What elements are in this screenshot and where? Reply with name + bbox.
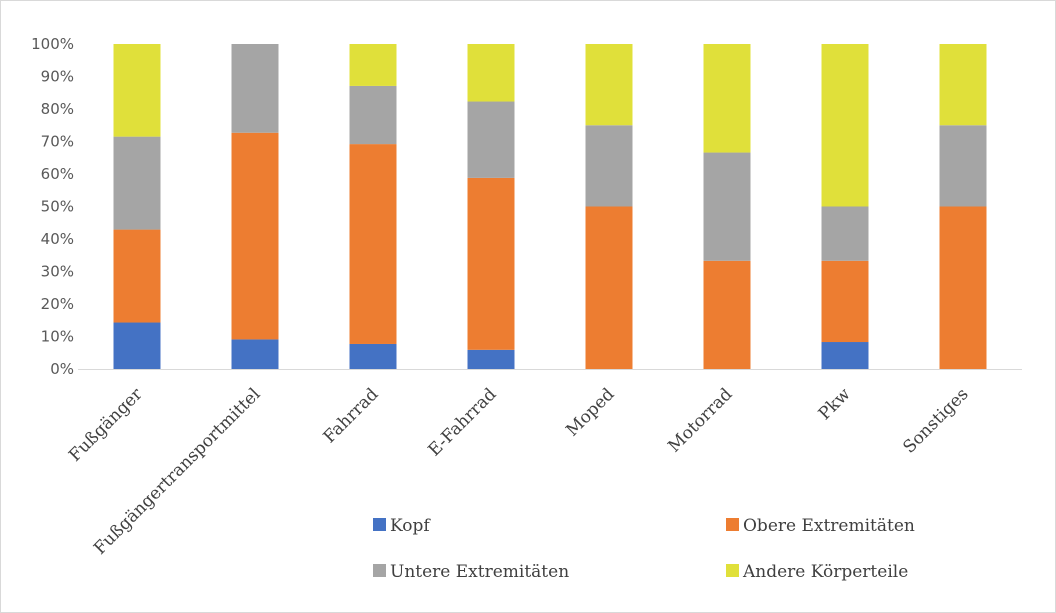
legend-swatch — [726, 564, 739, 577]
bar-segment — [585, 206, 633, 369]
x-category-label: Fahrrad — [320, 384, 383, 447]
bar-segment — [467, 44, 515, 102]
legend-label: Untere Extremitäten — [390, 562, 569, 582]
x-category-label: Sonstiges — [899, 384, 972, 457]
bars — [113, 44, 987, 369]
bar-segment — [585, 125, 633, 207]
legend-label: Andere Körperteile — [742, 562, 908, 582]
y-tick-label: 70% — [41, 133, 74, 151]
bar-segment — [939, 206, 987, 369]
bar-segment — [231, 132, 279, 340]
y-tick-label: 0% — [50, 360, 74, 378]
bar-segment — [349, 144, 397, 344]
bar-segment — [349, 85, 397, 145]
bar-segment — [467, 101, 515, 178]
legend-label: Obere Extremitäten — [743, 516, 915, 536]
bar-segment — [349, 44, 397, 86]
bar-segment — [113, 322, 161, 369]
bar-segment — [585, 44, 633, 126]
y-tick-label: 80% — [41, 100, 74, 118]
legend-label: Kopf — [390, 516, 431, 536]
y-tick-label: 50% — [41, 198, 74, 216]
legend-swatch — [726, 518, 739, 531]
legend-swatch — [373, 518, 386, 531]
y-tick-label: 100% — [31, 35, 74, 53]
bar-segment — [703, 260, 751, 369]
bar-segment — [821, 44, 869, 207]
bar-segment — [467, 349, 515, 369]
y-tick-label: 20% — [41, 295, 74, 313]
bar-segment — [231, 44, 279, 133]
y-tick-label: 90% — [41, 68, 74, 86]
bar-segment — [113, 136, 161, 230]
y-tick-label: 30% — [41, 263, 74, 281]
y-tick-label: 60% — [41, 165, 74, 183]
y-axis-ticks: 0% 10% 20% 30% 40% 50% 60% 70% 80% 90% 100% — [31, 35, 74, 378]
x-category-label: Pkw — [815, 384, 855, 424]
x-category-label: E-Fahrrad — [425, 384, 501, 460]
y-tick-label: 10% — [41, 328, 74, 346]
bar-segment — [821, 206, 869, 261]
bar-segment — [703, 152, 751, 261]
x-category-label: Fußgänger — [65, 384, 147, 466]
legend-swatch — [373, 564, 386, 577]
bar-segment — [821, 342, 869, 369]
bar-segment — [467, 177, 515, 350]
x-category-label: Moped — [562, 384, 618, 440]
bar-segment — [821, 260, 869, 343]
bar-segment — [939, 125, 987, 207]
x-category-label: Motorrad — [664, 384, 736, 456]
bar-segment — [703, 44, 751, 153]
bar-segment — [113, 229, 161, 323]
bar-segment — [349, 343, 397, 369]
bar-segment — [231, 339, 279, 369]
legend: Kopf Obere Extremitäten Untere Extremitäte… — [373, 516, 915, 582]
bar-segment — [113, 44, 161, 137]
y-tick-label: 40% — [41, 230, 74, 248]
bar-segment — [939, 44, 987, 126]
